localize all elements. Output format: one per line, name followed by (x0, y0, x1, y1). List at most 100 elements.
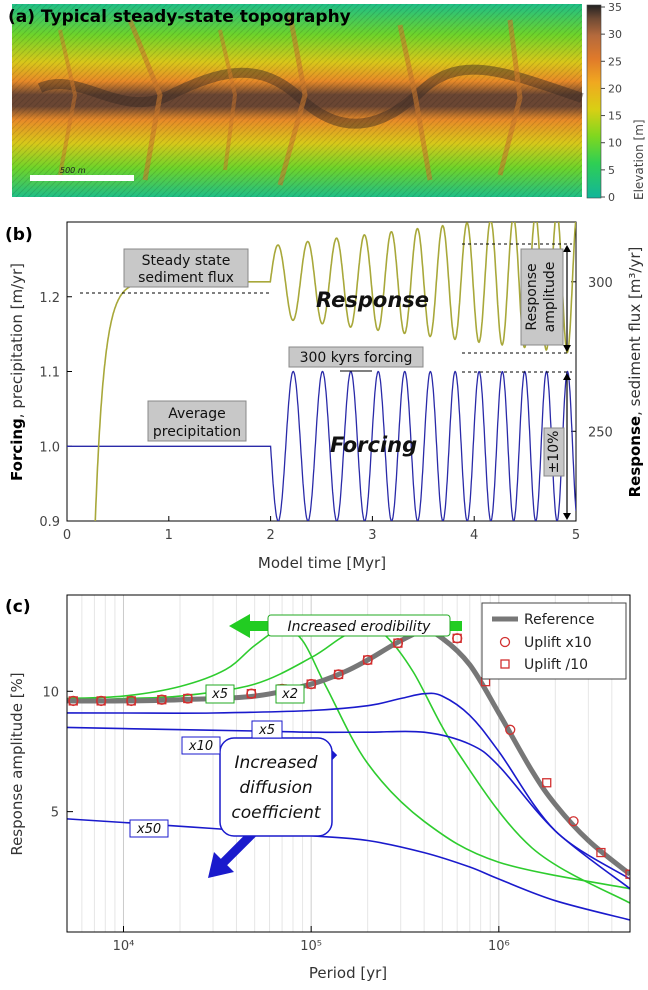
panel-b: (b) 0 1 2 3 4 5 0.9 1.0 1.1 1.2 250 300 Steady stat… (5, 221, 644, 572)
uplift-div10-point (452, 633, 462, 643)
legend-uplift-div10-label: Uplift /10 (524, 657, 588, 673)
diffusion-line (67, 726, 630, 890)
panel-b-ylabel-right: Response, sediment flux [m³/yr] (626, 247, 644, 498)
plus-minus-label: ±10% (546, 431, 562, 474)
y-tick-label: 1.1 (39, 366, 60, 381)
uplift-div10-point (183, 693, 193, 704)
uplift-div10-point (542, 778, 552, 788)
label-g2: x2 (281, 687, 298, 702)
x-tick-label: 10⁴ (113, 939, 135, 954)
colorbar (586, 4, 602, 199)
x-tick-label: 2 (266, 528, 274, 543)
uplift-div10-point (96, 696, 106, 706)
label-b5: x5 (258, 723, 275, 738)
colorbar-tick-label: 5 (608, 164, 615, 177)
y-tick-label: 0.9 (39, 515, 60, 530)
colorbar-tick-label: 30 (608, 28, 622, 41)
average-precip-line1: Average (168, 406, 226, 422)
colorbar-tick-label: 25 (608, 55, 622, 68)
colorbar-label: Elevation [m] (632, 119, 646, 200)
panel-b-ticks: 0 1 2 3 4 5 0.9 1.0 1.1 1.2 250 300 (39, 276, 613, 543)
panel-a-label: (a) Typical steady-state topography (8, 7, 351, 27)
x-tick-label: 10⁵ (300, 939, 322, 954)
steady-state-line2: sediment flux (138, 270, 234, 286)
uplift-div10-point (306, 679, 316, 689)
colorbar-tick-label: 35 (608, 1, 622, 14)
diffusion-line2: diffusion (239, 778, 312, 798)
y-right-tick-label: 300 (588, 276, 613, 291)
x-tick-label: 0 (63, 528, 71, 543)
diffusion-line1: Increased (234, 753, 317, 773)
forcing-title: Forcing (330, 433, 417, 457)
response-amp-box (520, 248, 564, 346)
erodibility-box (267, 614, 451, 637)
label-b10-box (181, 736, 221, 755)
legend-uplift-x10-label: Uplift x10 (524, 635, 592, 651)
forcing-series (67, 370, 576, 521)
forcing-period-box (288, 346, 424, 368)
colorbar-ticks: 0 5 10 15 20 25 30 35 (601, 1, 622, 204)
x-tick-label: 1 (165, 528, 173, 543)
forcing-period-label: 300 kyrs forcing (300, 350, 413, 366)
uplift-div10-point (363, 655, 373, 665)
panel-c-xlabel: Period [yr] (309, 964, 387, 982)
legend-uplift-div10-swatch (500, 659, 510, 669)
label-b50-box (129, 819, 169, 838)
scale-bar (30, 175, 134, 181)
x-tick-label: 3 (368, 528, 376, 543)
colorbar-tick-label: 10 (608, 137, 622, 150)
diffusion-line3: coefficient (231, 803, 322, 823)
uplift-div10-point (126, 696, 136, 706)
label-b50: x50 (136, 822, 161, 837)
label-g2-box (275, 684, 305, 704)
uplift-div10-point (157, 695, 167, 705)
panel-b-ylabel-left: Forcing, precipitation [m/yr] (8, 263, 26, 481)
x-tick-label: 10⁶ (488, 939, 510, 954)
average-precip-line2: precipitation (153, 424, 241, 440)
panel-c-ticks: 10⁴ 10⁵ 10⁶ 5 10 (42, 685, 509, 954)
y-tick-label: 1.2 (39, 291, 60, 306)
x-tick-label: 4 (470, 528, 478, 543)
erodibility-line (67, 627, 630, 890)
panel-c-ylabel: Response amplitude [%] (8, 672, 26, 855)
steady-state-box (123, 248, 249, 288)
erodibility-label: Increased erodibility (288, 619, 432, 635)
label-b10: x10 (188, 739, 213, 754)
panel-a: (a) Typical steady-state topography 500 … (8, 1, 646, 204)
y-tick-label: 10 (42, 685, 59, 700)
uplift-x10-point (505, 724, 516, 735)
scale-bar-label: 500 m (60, 166, 86, 175)
response-amp-line1: Response (524, 263, 540, 330)
diffusion-arrow-head (208, 852, 234, 878)
uplift-div10-point (625, 869, 630, 879)
plus-minus-box (543, 427, 565, 477)
label-b5-box (251, 720, 283, 739)
uplift-div10-point (246, 689, 256, 699)
panel-c: (c) 10⁴ 10⁵ 10⁶ 5 10 Increased erodibility I… (5, 594, 631, 982)
colorbar-tick-label: 15 (608, 110, 622, 123)
uplift-div10-point (68, 696, 78, 706)
uplift-div10-point (393, 638, 403, 648)
colorbar-tick-label: 20 (608, 82, 622, 95)
panel-b-label: (b) (5, 225, 33, 245)
panel-c-axes (66, 594, 631, 933)
y-right-tick-label: 250 (588, 425, 613, 440)
y-tick-label: 1.0 (39, 440, 60, 455)
y-tick-label: 5 (51, 806, 59, 821)
response-title: Response (316, 288, 429, 312)
uplift-x10-point (568, 816, 579, 827)
x-tick-label: 5 (572, 528, 580, 543)
legend-uplift-x10-swatch (499, 636, 511, 648)
panel-c-label: (c) (5, 597, 31, 617)
uplift-div10-point (333, 669, 344, 680)
panel-c-legend: Reference Uplift x10 Uplift /10 (481, 602, 627, 680)
steady-state-line1: Steady state (142, 253, 231, 269)
average-precip-box (147, 400, 247, 442)
label-g5-box (205, 684, 235, 704)
legend-reference-label: Reference (524, 612, 595, 628)
uplift-div10-point (596, 847, 606, 858)
diffusion-line (67, 692, 630, 880)
label-g5: x5 (211, 687, 228, 702)
colorbar-tick-label: 0 (608, 191, 615, 204)
